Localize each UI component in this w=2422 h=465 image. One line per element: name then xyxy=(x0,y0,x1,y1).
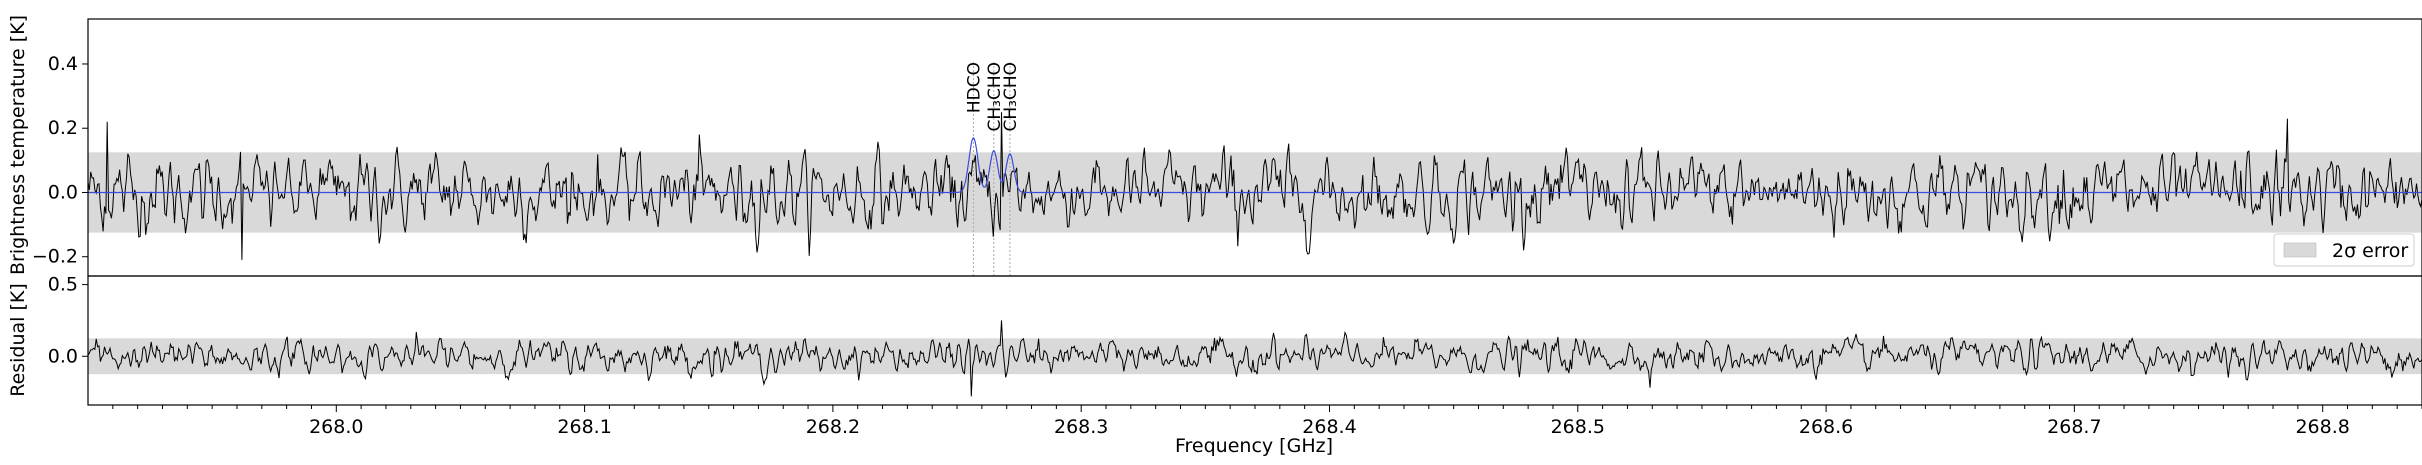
model-spectrum-line xyxy=(88,137,2422,194)
spectrum-frame xyxy=(87,18,2422,277)
x-tick-label: 268.2 xyxy=(806,416,860,438)
legend-box xyxy=(2273,233,2415,267)
line-marker-label: CH₃CHO xyxy=(985,62,1005,132)
x-tick-label: 268.3 xyxy=(1054,416,1108,438)
x-tick-label: 268.4 xyxy=(1302,416,1356,438)
y-tick-label: 0.4 xyxy=(48,53,78,75)
x-tick-label: 268.8 xyxy=(2295,416,2349,438)
line-marker-label: HDCO xyxy=(964,62,984,113)
x-tick-label: 268.5 xyxy=(1551,416,1605,438)
residual-panel: 0.0 0.5 268.0 268.1 268.2 268.3 268.4 268.5 268.… xyxy=(48,274,2422,438)
y-axis-label-spectrum: Brightness temperature [K] xyxy=(7,15,29,275)
y-tick-label: −0.2 xyxy=(32,246,78,268)
y-tick-label: 0.2 xyxy=(48,117,78,139)
y-tick-label: 0.0 xyxy=(48,181,78,203)
x-tick-label: 268.6 xyxy=(1799,416,1853,438)
y-tick-label: 0.0 xyxy=(48,345,78,367)
x-tick-label: 268.7 xyxy=(2047,416,2101,438)
observed-spectrum-line xyxy=(87,112,2422,260)
legend: 2σ error xyxy=(2273,233,2415,267)
x-tick-label: 268.0 xyxy=(309,416,363,438)
x-axis-label: Frequency [GHz] xyxy=(1175,435,1333,457)
x-tick-label: 268.1 xyxy=(557,416,611,438)
legend-label: 2σ error xyxy=(2332,240,2408,262)
line-marker-label: CH₃CHO xyxy=(1001,62,1021,132)
y-axis-label-residual: Residual [K] xyxy=(7,283,29,397)
y-tick-label: 0.5 xyxy=(48,274,78,296)
residual-line xyxy=(87,320,2422,397)
legend-swatch xyxy=(2283,242,2317,258)
